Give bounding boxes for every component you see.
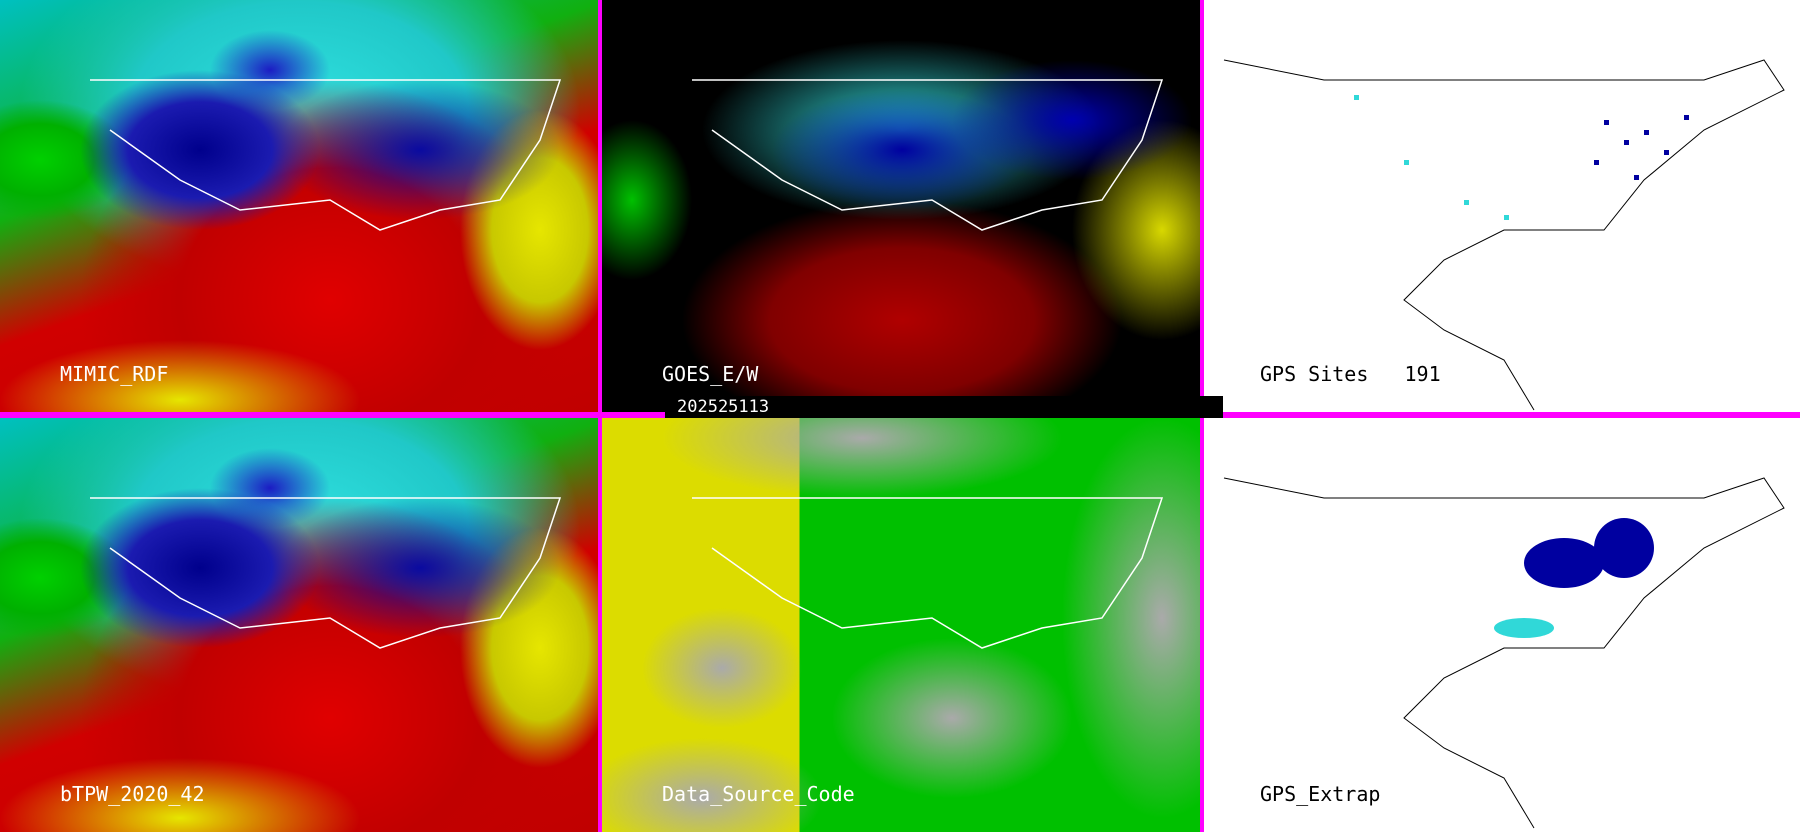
extrap-region-northeast: [1594, 518, 1654, 578]
panel-mimic-rdf: MIMIC_RDF: [0, 0, 598, 412]
panel-label: bTPW_2020_42: [60, 782, 205, 806]
panel-label: GPS Sites 191: [1260, 362, 1441, 386]
timestamp-bar: 202525113: [665, 396, 1223, 418]
panel-label: MIMIC_RDF: [60, 362, 169, 386]
map-outline: [90, 497, 562, 649]
map-outline: [692, 79, 1164, 231]
map-outline: [90, 79, 562, 231]
extrap-region-gulf: [1494, 618, 1554, 638]
panel-data-source-code: Data_Source_Code: [602, 418, 1200, 832]
map-outline: [692, 497, 1164, 649]
panel-gps-sites: GPS Sites 191: [1204, 0, 1800, 412]
extrap-region-great-lakes: [1524, 538, 1604, 588]
panel-label: GOES_E/W: [662, 362, 759, 386]
panel-goes-ew: GOES_E/W: [602, 0, 1200, 412]
gps-site-markers: [1594, 115, 1689, 180]
map-outline: [1223, 59, 1785, 411]
map-outline: [1223, 477, 1785, 829]
panel-label: Data_Source_Code: [662, 782, 855, 806]
panel-gps-extrap: GPS_Extrap: [1204, 418, 1800, 832]
panel-label: GPS_Extrap: [1260, 782, 1381, 806]
panel-btpw: bTPW_2020_42: [0, 418, 598, 832]
gps-site-count: 191: [1404, 362, 1441, 386]
